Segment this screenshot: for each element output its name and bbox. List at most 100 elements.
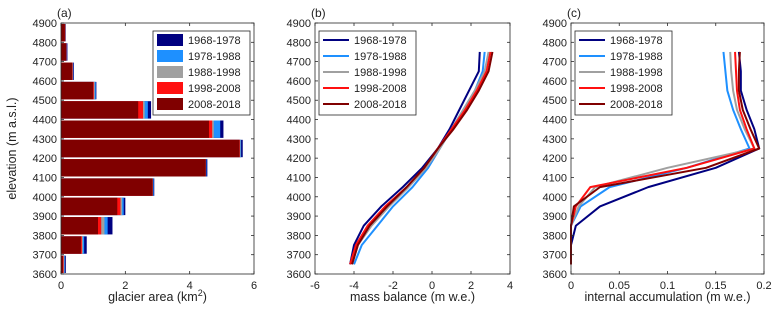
series-line-1968-1978: [570, 51, 761, 265]
x-axis-label-text: glacier area (km: [108, 290, 198, 304]
legend-swatch: [157, 34, 183, 46]
panel-1: 0 2 4 6360037003800390040004100420043004400…: [5, 6, 257, 304]
y-tick-label: 4400: [287, 115, 311, 127]
legend-entry: 1998-2008: [610, 83, 663, 95]
x-tick-label: 2: [122, 280, 128, 292]
y-tick-label: 4300: [33, 134, 57, 146]
legend-entry: 1998-2008: [188, 83, 241, 95]
panel-label: (a): [57, 6, 72, 20]
bar-2008-2018-4550: [61, 81, 94, 100]
bar-2008-2018-4350: [61, 120, 209, 138]
x-tick-label: 0: [58, 280, 64, 292]
y-tick-label: 4000: [33, 192, 57, 204]
y-tick-label: 4500: [543, 95, 567, 107]
x-tick-label: 4: [187, 280, 193, 292]
bar-2008-2018-4150: [61, 159, 206, 177]
y-tick-label: 4400: [33, 115, 57, 127]
x-tick-label: 0: [568, 280, 574, 292]
y-tick-label: 3800: [33, 230, 57, 242]
x-tick-label: 0.15: [705, 280, 726, 292]
x-axis-label-end: ): [203, 290, 207, 304]
y-tick-label: 3600: [543, 269, 567, 281]
x-axis-label-text: internal accumulation (m w.e.): [584, 290, 750, 304]
y-tick-label: 4700: [33, 57, 57, 69]
legend-entry: 2008-2018: [610, 99, 663, 111]
y-tick-label: 4200: [543, 153, 567, 165]
y-tick-label: 4100: [33, 172, 57, 184]
axes-frame: [314, 22, 511, 275]
y-tick-label: 3900: [33, 211, 57, 223]
x-tick-label: -6: [310, 280, 320, 292]
y-tick-label: 4200: [287, 153, 311, 165]
legend: 1968-1978 1978-1988 1988-1998 1998-2008 2008…: [318, 30, 417, 116]
y-tick-label: 4300: [287, 134, 311, 146]
y-tick-label: 4700: [287, 57, 311, 69]
y-tick-label: 4400: [543, 115, 567, 127]
legend: 1968-1978 1978-1988 1988-1998 1998-2008 2008…: [152, 30, 251, 116]
series-line-1988-1998: [351, 51, 490, 265]
legend-entry: 1968-1978: [610, 35, 663, 47]
bar-2008-2018-4850: [61, 23, 65, 42]
y-tick-label: 3900: [543, 211, 567, 223]
x-tick-label: 0: [429, 280, 435, 292]
x-axis-label-text: mass balance (m w.e.): [350, 290, 475, 304]
legend-entry: 1978-1988: [188, 51, 241, 63]
bar-2008-2018-3850: [61, 217, 98, 235]
legend-entry: 1998-2008: [354, 83, 407, 95]
bar-2008-2018-3950: [61, 197, 118, 216]
bar-2008-2018-4750: [61, 43, 67, 61]
y-tick-label: 4300: [543, 134, 567, 146]
y-tick-label: 3700: [543, 250, 567, 262]
panel-label: (c): [567, 6, 581, 20]
y-tick-label: 4000: [543, 192, 567, 204]
bar-2008-2018-3650: [61, 255, 63, 274]
legend-entry: 2008-2018: [354, 99, 407, 111]
legend-entry: 1978-1988: [610, 51, 663, 63]
x-tick-label: 4: [507, 280, 513, 292]
x-axis-label: mass balance (m w.e.): [350, 290, 475, 304]
y-tick-label: 4600: [287, 76, 311, 88]
y-tick-label: 4500: [33, 95, 57, 107]
y-tick-label: 4200: [33, 153, 57, 165]
series-line-2008-2018: [351, 51, 494, 265]
legend-entry: 2008-2018: [188, 99, 241, 111]
y-tick-label: 4800: [287, 37, 311, 49]
y-tick-label: 4900: [33, 18, 57, 30]
y-tick-label: 3700: [33, 250, 57, 262]
y-tick-label: 4800: [33, 37, 57, 49]
y-tick-label: 4500: [287, 95, 311, 107]
legend-swatch: [157, 50, 183, 62]
y-tick-label: 4100: [543, 172, 567, 184]
y-tick-label: 4700: [543, 57, 567, 69]
x-tick-label: -2: [388, 280, 398, 292]
legend: 1968-1978 1978-1988 1988-1998 1998-2008 2008…: [574, 30, 673, 116]
legend-entry: 1988-1998: [354, 67, 407, 79]
legend-entry: 1968-1978: [354, 35, 407, 47]
y-tick-label: 3700: [287, 250, 311, 262]
legend-entry: 1978-1988: [354, 51, 407, 63]
y-tick-label: 4900: [543, 18, 567, 30]
legend-swatch: [157, 82, 183, 94]
y-tick-label: 4600: [33, 76, 57, 88]
y-tick-label: 4000: [287, 192, 311, 204]
bar-2008-2018-4450: [61, 101, 139, 119]
legend-entry: 1988-1998: [188, 67, 241, 79]
y-tick-label: 4800: [543, 37, 567, 49]
axes-frame: [60, 22, 255, 275]
x-axis-label-superscript: 2: [198, 288, 203, 298]
legend-swatch: [157, 98, 183, 110]
x-tick-label: 0.2: [756, 280, 771, 292]
legend-entry: 1988-1998: [610, 67, 663, 79]
bar-2008-2018-4050: [61, 178, 153, 196]
x-tick-label: 0.05: [609, 280, 630, 292]
x-tick-label: -4: [349, 280, 359, 292]
x-tick-label: 6: [251, 280, 257, 292]
x-tick-label: 0.1: [660, 280, 675, 292]
y-tick-label: 4900: [287, 18, 311, 30]
bar-2008-2018-4250: [61, 139, 240, 158]
bar-2008-2018-3750: [61, 236, 81, 254]
panel-3: 0 0.05 0.1 0.15 0.2 3600 3700 3800 3900 4000 4100 4…: [543, 6, 772, 304]
y-tick-label: 3900: [287, 211, 311, 223]
y-tick-label: 3600: [33, 269, 57, 281]
